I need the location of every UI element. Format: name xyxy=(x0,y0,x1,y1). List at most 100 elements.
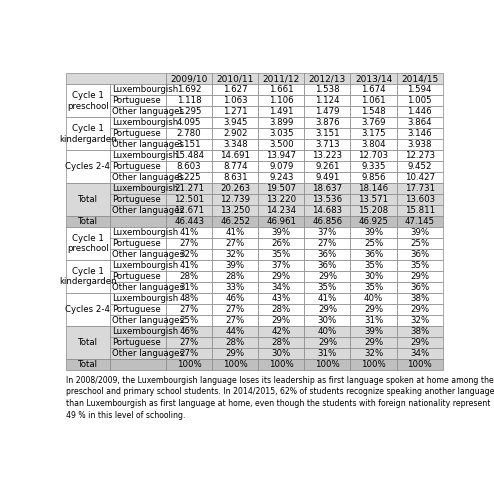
Bar xyxy=(212,271,258,282)
Bar xyxy=(397,293,443,304)
Bar xyxy=(110,162,166,172)
Text: 27%: 27% xyxy=(179,239,199,248)
Text: 1.692: 1.692 xyxy=(177,86,202,94)
Text: 1.594: 1.594 xyxy=(408,86,432,94)
Text: Portuguese: Portuguese xyxy=(112,162,161,172)
Bar xyxy=(258,304,304,315)
Text: 46%: 46% xyxy=(226,294,245,303)
Text: 39%: 39% xyxy=(272,228,291,237)
Text: 40%: 40% xyxy=(364,294,383,303)
Bar xyxy=(304,238,350,249)
Text: Luxembourgish: Luxembourgish xyxy=(112,294,178,303)
Text: 1.061: 1.061 xyxy=(361,96,386,106)
Bar xyxy=(350,249,397,260)
Text: 100%: 100% xyxy=(223,360,247,369)
Bar xyxy=(304,271,350,282)
Bar xyxy=(212,293,258,304)
Bar xyxy=(304,216,350,227)
Text: 47.145: 47.145 xyxy=(405,217,435,226)
Bar xyxy=(166,359,212,370)
Bar xyxy=(258,227,304,238)
Bar xyxy=(258,348,304,359)
Bar xyxy=(397,304,443,315)
Text: In 2008/2009, the Luxembourgish language loses its leadership as first language : In 2008/2009, the Luxembourgish language… xyxy=(66,376,494,420)
Text: 26%: 26% xyxy=(272,239,291,248)
Text: 10.427: 10.427 xyxy=(405,174,435,182)
Bar xyxy=(212,118,258,128)
Text: 28%: 28% xyxy=(179,272,199,281)
Bar xyxy=(258,140,304,150)
Bar xyxy=(258,172,304,184)
Bar xyxy=(110,282,166,293)
Bar xyxy=(397,74,443,85)
Bar xyxy=(304,74,350,85)
Bar xyxy=(212,337,258,348)
Text: Luxembourgish: Luxembourgish xyxy=(112,118,178,128)
Bar xyxy=(258,96,304,106)
Bar xyxy=(304,249,350,260)
Text: 3.945: 3.945 xyxy=(223,118,247,128)
Text: 9.261: 9.261 xyxy=(315,162,340,172)
Text: Portuguese: Portuguese xyxy=(112,272,161,281)
Bar xyxy=(304,128,350,140)
Bar xyxy=(166,128,212,140)
Bar xyxy=(304,315,350,326)
Text: 3.876: 3.876 xyxy=(315,118,340,128)
Bar xyxy=(397,348,443,359)
Text: Other languages: Other languages xyxy=(112,140,184,149)
Bar xyxy=(304,337,350,348)
Bar xyxy=(350,260,397,271)
Text: 32%: 32% xyxy=(410,316,429,325)
Text: 28%: 28% xyxy=(272,338,291,347)
Text: 2014/15: 2014/15 xyxy=(401,74,438,84)
Text: 28%: 28% xyxy=(272,305,291,314)
Text: Total: Total xyxy=(78,217,98,226)
Text: Luxembourgish: Luxembourgish xyxy=(112,184,178,194)
Bar xyxy=(258,118,304,128)
Bar xyxy=(166,315,212,326)
Bar xyxy=(258,216,304,227)
Bar xyxy=(212,348,258,359)
Text: 15.811: 15.811 xyxy=(405,206,435,215)
Bar xyxy=(212,162,258,172)
Bar xyxy=(304,227,350,238)
Text: 8.603: 8.603 xyxy=(177,162,202,172)
Text: 27%: 27% xyxy=(226,239,245,248)
Bar xyxy=(166,96,212,106)
Bar xyxy=(66,260,110,293)
Text: 29%: 29% xyxy=(318,305,337,314)
Text: 20.263: 20.263 xyxy=(220,184,250,194)
Text: 14.234: 14.234 xyxy=(266,206,296,215)
Text: 29%: 29% xyxy=(364,338,383,347)
Text: 28%: 28% xyxy=(226,272,245,281)
Text: Cycles 2-4: Cycles 2-4 xyxy=(65,305,110,314)
Text: Other languages: Other languages xyxy=(112,206,184,215)
Text: 46.925: 46.925 xyxy=(359,217,389,226)
Text: 3.146: 3.146 xyxy=(408,130,432,138)
Text: 29%: 29% xyxy=(410,272,429,281)
Bar xyxy=(304,106,350,118)
Bar xyxy=(258,238,304,249)
Text: Portuguese: Portuguese xyxy=(112,195,161,204)
Bar xyxy=(397,84,443,96)
Bar xyxy=(258,128,304,140)
Text: 14.691: 14.691 xyxy=(220,152,250,160)
Text: 1.538: 1.538 xyxy=(315,86,340,94)
Text: 18.146: 18.146 xyxy=(359,184,389,194)
Text: Luxembourgish: Luxembourgish xyxy=(112,261,178,270)
Bar xyxy=(350,96,397,106)
Bar xyxy=(110,260,166,271)
Text: 43%: 43% xyxy=(272,294,291,303)
Text: 21.271: 21.271 xyxy=(174,184,204,194)
Bar xyxy=(110,227,166,238)
Text: 27%: 27% xyxy=(179,338,199,347)
Bar xyxy=(350,74,397,85)
Text: 3.899: 3.899 xyxy=(269,118,293,128)
Text: 35%: 35% xyxy=(318,283,337,292)
Bar xyxy=(212,128,258,140)
Bar xyxy=(397,249,443,260)
Bar xyxy=(258,282,304,293)
Text: 38%: 38% xyxy=(410,294,429,303)
Text: Cycle 1
kindergarden: Cycle 1 kindergarden xyxy=(59,124,117,144)
Text: Cycles 2-4: Cycles 2-4 xyxy=(65,162,110,172)
